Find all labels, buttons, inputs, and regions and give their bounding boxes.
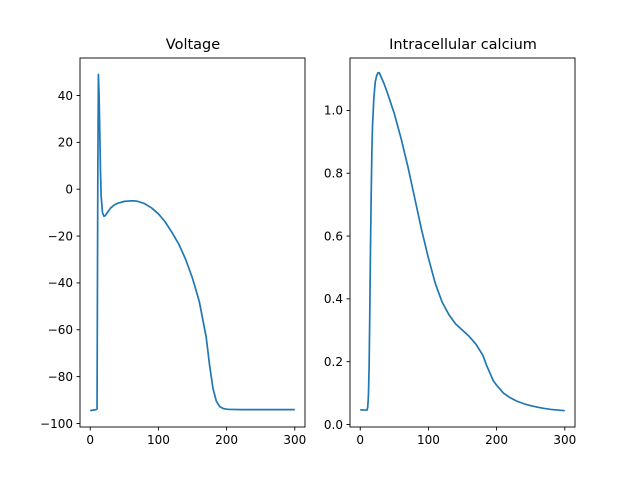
voltage-x-tick-label: 0 [86,433,94,447]
voltage-y-tick-label: 40 [58,89,73,103]
calcium-x-tick-label: 0 [356,433,364,447]
voltage-y-tick-label: −100 [40,417,73,431]
voltage-y-tick-label: −40 [48,276,73,290]
calcium-axes-frame [349,57,576,428]
calcium-y-tick-label: 0.2 [324,355,343,369]
calcium-y-tick-label: 0.0 [324,418,343,432]
voltage-x-tick-label: 100 [147,433,170,447]
voltage-y-tick-label: 20 [58,136,73,150]
calcium-panel: Intracellular calcium 0 100 200 300 0.0 0.2 0.… [324,37,576,447]
voltage-chart-title: Voltage [166,37,220,53]
calcium-y-tick-label: 0.4 [324,292,343,306]
calcium-y-tick-label: 1.0 [324,104,343,118]
calcium-series-line [360,71,565,412]
voltage-panel: Voltage 0 100 200 300 −100 −80 −60 −40 −20 0 20 40 [40,37,306,447]
voltage-ticks: 0 100 200 300 −100 −80 −60 −40 −20 0 20 40 [40,89,306,447]
calcium-chart-title: Intracellular calcium [389,37,537,53]
calcium-x-tick-label: 300 [553,433,576,447]
calcium-x-tick-label: 100 [417,433,440,447]
voltage-axes-frame [79,57,306,428]
calcium-y-tick-label: 0.8 [324,167,343,181]
voltage-x-tick-label: 200 [215,433,238,447]
calcium-y-tick-label: 0.6 [324,229,343,243]
calcium-x-tick-label: 200 [485,433,508,447]
voltage-y-tick-label: 0 [65,183,73,197]
voltage-y-tick-label: −60 [48,323,73,337]
voltage-series-line [90,73,295,412]
voltage-x-tick-label: 300 [283,433,306,447]
calcium-ticks: 0 100 200 300 0.0 0.2 0.4 0.6 0.8 1.0 [324,104,576,447]
voltage-y-tick-label: −80 [48,370,73,384]
voltage-y-tick-label: −20 [48,229,73,243]
